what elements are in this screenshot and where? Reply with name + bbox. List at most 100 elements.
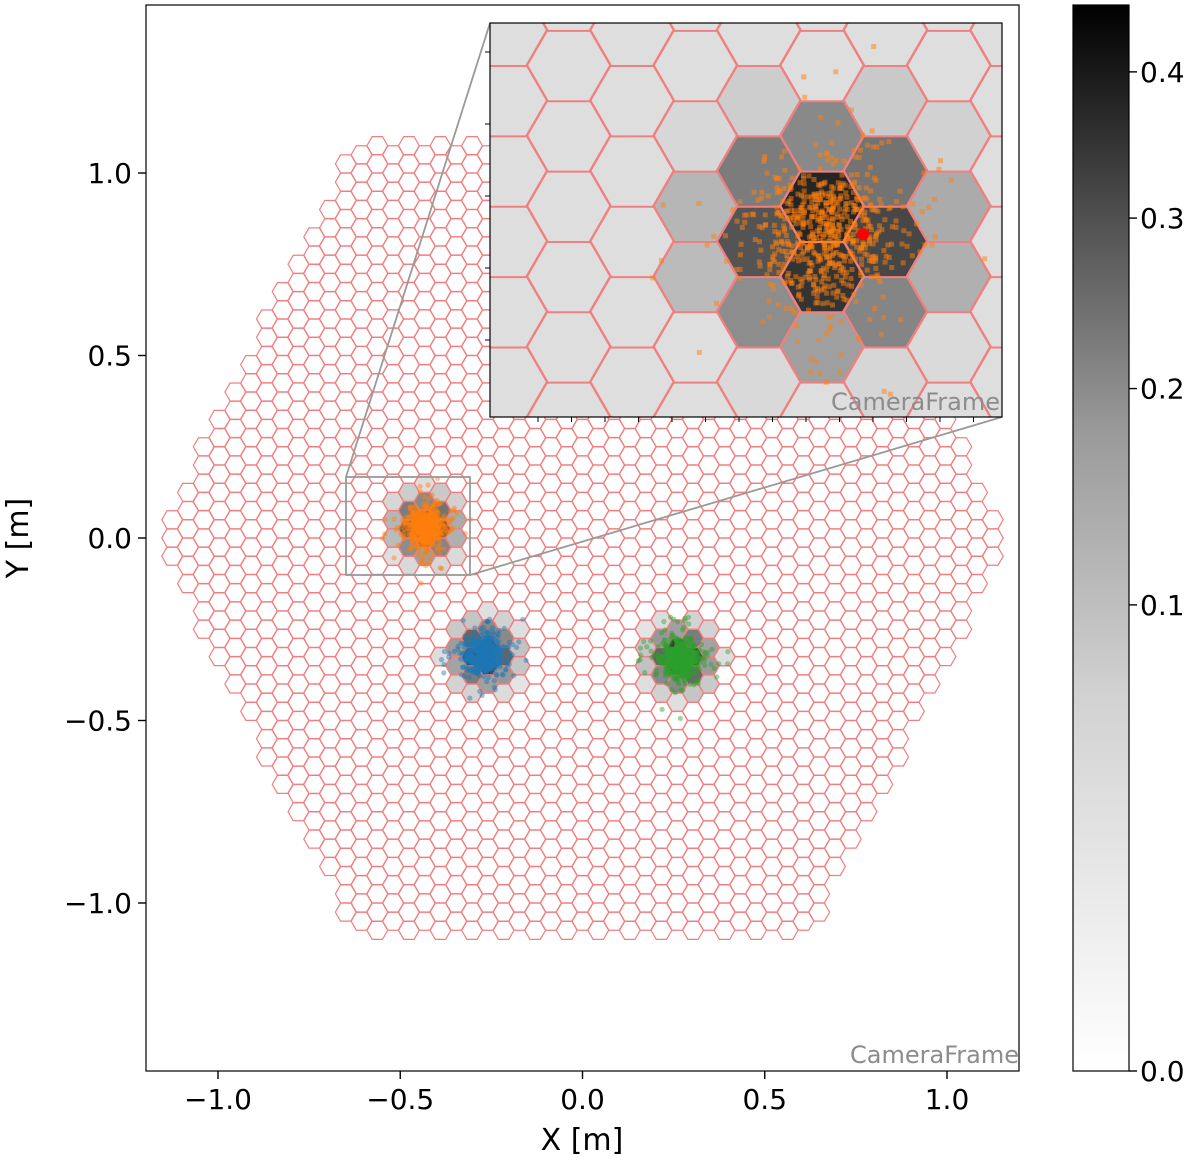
inset-scatter-point xyxy=(897,188,903,194)
inset-scatter-point xyxy=(873,177,879,183)
inset-scatter-point xyxy=(917,249,923,255)
inset-scatter-point xyxy=(831,226,837,231)
colorbar-tick-label: 0.0 xyxy=(1140,1055,1185,1088)
inset-scatter-point xyxy=(864,196,870,202)
inset-scatter-point xyxy=(811,250,817,255)
inset-scatter-point xyxy=(823,331,829,337)
inset-scatter-point xyxy=(786,242,792,248)
inset-scatter-point xyxy=(833,158,839,163)
inset-scatter-point xyxy=(922,242,928,248)
inset-scatter-point xyxy=(794,323,800,329)
scatter-point xyxy=(648,648,654,654)
inset-scatter-point xyxy=(826,284,832,290)
inset-scatter-point xyxy=(737,252,743,258)
inset-scatter-point xyxy=(835,201,841,207)
scatter-point xyxy=(667,614,674,620)
inset-scatter-point xyxy=(824,151,830,157)
inset-scatter-point xyxy=(864,171,870,177)
inset-scatter-point xyxy=(865,142,871,148)
inset-scatter-point xyxy=(815,200,821,206)
scatter-point xyxy=(701,657,708,664)
inset-scatter-point xyxy=(824,300,830,306)
scatter-point xyxy=(475,671,481,677)
inset-scatter-point xyxy=(774,241,780,247)
scatter-point xyxy=(662,627,668,633)
scatter-point xyxy=(516,639,522,645)
main-frame-label: CameraFrame xyxy=(850,1041,1019,1069)
scatter-point xyxy=(477,688,483,695)
inset-scatter-point xyxy=(848,218,853,224)
inset-scatter-point xyxy=(856,185,862,191)
camera-pixel xyxy=(950,601,973,621)
scatter-point xyxy=(695,664,701,670)
scatter-point xyxy=(677,658,684,664)
inset-scatter-point xyxy=(778,239,784,245)
scatter-point xyxy=(466,675,472,681)
inset-scatter-point xyxy=(711,233,717,239)
inset-scatter-point xyxy=(870,144,876,150)
inset-scatter-point xyxy=(808,356,814,362)
inset-scatter-point xyxy=(742,212,748,218)
inset-scatter-point xyxy=(798,276,804,282)
inset-scatter-point xyxy=(730,207,736,213)
inset-scatter-point xyxy=(795,215,801,221)
inset-scatter-point xyxy=(825,157,831,163)
scatter-point xyxy=(711,665,717,672)
scatter-point xyxy=(421,494,427,500)
scatter-point xyxy=(659,706,665,713)
inset-scatter-point xyxy=(816,216,822,222)
inset-scatter-point xyxy=(838,318,844,324)
scatter-point xyxy=(467,695,473,701)
inset-scatter-point xyxy=(889,224,895,230)
inset-scatter-point xyxy=(863,185,869,191)
inset-scatter-point xyxy=(831,193,836,199)
inset-scatter-point xyxy=(839,172,845,178)
inset-scatter-point xyxy=(844,201,850,206)
inset-scatter-point xyxy=(737,266,743,272)
scatter-point xyxy=(458,672,465,678)
inset-scatter-point xyxy=(872,234,878,240)
scatter-point xyxy=(438,657,445,663)
inset-scatter-point xyxy=(821,231,827,237)
scatter-point xyxy=(421,526,427,532)
inset-scatter-point xyxy=(808,194,814,200)
scatter-point xyxy=(400,521,407,527)
scatter-point xyxy=(426,555,432,562)
scatter-point xyxy=(687,681,693,687)
scatter-point xyxy=(670,660,676,667)
inset-scatter-point xyxy=(812,274,818,279)
inset-scatter-point xyxy=(824,255,830,261)
inset-scatter-point xyxy=(756,259,762,265)
inset-scatter-point xyxy=(764,272,770,278)
scatter-point xyxy=(408,541,415,548)
inset-scatter-point xyxy=(936,166,942,172)
inset-scatter-point xyxy=(842,209,848,215)
inset-scatter-point xyxy=(849,172,854,178)
scatter-point xyxy=(398,531,404,537)
scatter-point xyxy=(675,644,681,650)
scatter-point xyxy=(464,637,470,643)
inset-scatter-point xyxy=(853,299,859,304)
inset-scatter-point xyxy=(851,292,857,298)
scatter-point xyxy=(424,539,430,545)
inset-scatter-point xyxy=(867,164,873,170)
camera-pixel xyxy=(981,528,1004,548)
inset-scatter-point xyxy=(809,262,815,268)
scatter-point xyxy=(681,647,687,653)
scatter-point xyxy=(436,500,443,506)
inset-scatter-point xyxy=(781,148,787,154)
inset-scatter-point xyxy=(839,216,845,222)
inset-scatter-point xyxy=(848,107,854,113)
inset-scatter-point xyxy=(801,199,807,205)
inset-scatter-point xyxy=(900,204,906,210)
camera-pixel xyxy=(839,829,862,849)
inset-scatter-point xyxy=(948,177,954,183)
x-tick-label: −1.0 xyxy=(184,1083,252,1116)
camera-pixel xyxy=(887,729,910,749)
scatter-point xyxy=(451,648,457,655)
y-tick-label: 0.0 xyxy=(87,522,132,555)
inset-scatter-point xyxy=(833,69,839,75)
inset-scatter-point xyxy=(823,248,829,254)
inset-scatter-point xyxy=(774,204,780,210)
scatter-point xyxy=(416,541,423,547)
